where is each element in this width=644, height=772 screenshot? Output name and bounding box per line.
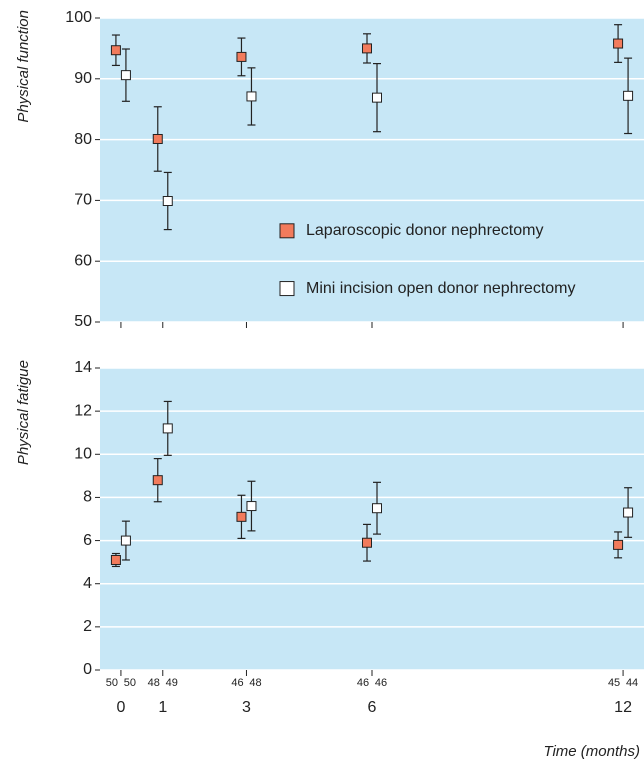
y-tick-label: 2 <box>83 618 92 635</box>
y-tick-label: 14 <box>74 359 92 376</box>
marker <box>152 475 163 486</box>
x-tick-label: 3 <box>242 699 251 716</box>
marker <box>110 45 121 56</box>
marker <box>362 537 372 548</box>
marker <box>120 535 131 546</box>
sample-size: 46 <box>231 677 243 689</box>
x-tick-label: 6 <box>368 699 377 716</box>
y-axis-label: Physical function <box>15 10 32 123</box>
legend-label: Laparoscopic donor nephrectomy <box>306 222 543 239</box>
marker <box>372 503 382 514</box>
y-tick-label: 50 <box>74 313 92 330</box>
y-axis-label: Physical fatigue <box>15 360 32 465</box>
marker <box>110 554 121 565</box>
plot-background <box>100 368 644 670</box>
marker <box>246 91 257 102</box>
y-tick-label: 90 <box>74 70 92 87</box>
y-tick-label: 8 <box>83 489 92 506</box>
legend-label: Mini incision open donor nephrectomy <box>306 280 575 297</box>
marker <box>120 70 131 81</box>
sample-size: 46 <box>375 677 387 689</box>
y-tick-label: 10 <box>74 446 92 463</box>
legend-swatch <box>279 223 295 239</box>
marker <box>613 38 624 49</box>
legend-swatch <box>279 281 295 297</box>
y-tick-label: 80 <box>74 131 92 148</box>
sample-size: 48 <box>249 677 261 689</box>
sample-size: 46 <box>357 677 369 689</box>
y-tick-label: 100 <box>65 9 92 26</box>
y-tick-label: 12 <box>74 402 92 419</box>
sample-size: 49 <box>166 677 178 689</box>
marker <box>623 507 634 518</box>
sample-size: 50 <box>106 677 118 689</box>
marker <box>362 43 372 54</box>
x-tick-label: 1 <box>158 699 167 716</box>
marker <box>236 51 247 62</box>
sample-size: 50 <box>124 677 136 689</box>
sample-size: 48 <box>148 677 160 689</box>
marker <box>152 133 163 144</box>
x-axis-label: Time (months) <box>543 743 640 760</box>
plot-background <box>100 18 644 322</box>
y-tick-label: 0 <box>83 661 92 678</box>
marker <box>613 539 624 550</box>
y-tick-label: 4 <box>83 575 92 592</box>
marker <box>372 92 382 103</box>
x-tick-label: 0 <box>116 699 125 716</box>
marker <box>162 423 173 434</box>
y-tick-label: 70 <box>74 192 92 209</box>
marker <box>236 511 247 522</box>
sample-size: 45 <box>608 677 620 689</box>
x-tick-label: 12 <box>614 699 632 716</box>
y-tick-label: 6 <box>83 532 92 549</box>
marker <box>623 90 634 101</box>
sample-size: 44 <box>626 677 638 689</box>
marker <box>246 501 257 512</box>
marker <box>162 196 173 207</box>
y-tick-label: 60 <box>74 252 92 269</box>
